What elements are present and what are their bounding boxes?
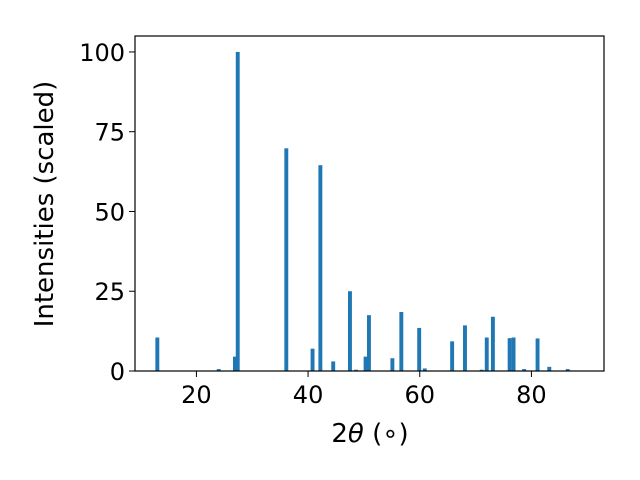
bar (522, 369, 527, 371)
bar (310, 348, 315, 371)
bar (565, 369, 570, 371)
y-tick-label: 75 (94, 119, 125, 147)
bar (535, 338, 540, 371)
bar (399, 311, 404, 371)
bar (348, 291, 352, 371)
bar (216, 369, 221, 371)
bar (354, 369, 359, 371)
bar (547, 366, 552, 371)
x-tick-label: 60 (404, 381, 435, 409)
y-tick-label: 100 (79, 39, 125, 67)
bar (463, 325, 467, 371)
bars-group (155, 51, 570, 371)
bar (490, 316, 495, 371)
bar (422, 368, 427, 371)
bar (390, 358, 395, 371)
bar (417, 327, 422, 371)
x-tick-label: 40 (293, 381, 324, 409)
bar (479, 369, 484, 371)
y-axis-label: Intensities (scaled) (30, 81, 60, 328)
x-tick-label: 20 (181, 381, 212, 409)
x-tick-label: 80 (516, 381, 547, 409)
y-tick-label: 0 (110, 358, 125, 386)
bar (331, 361, 336, 371)
bar (318, 165, 323, 371)
plot-frame (134, 35, 605, 372)
y-tick-label: 25 (94, 278, 125, 306)
y-tick-label: 50 (94, 198, 125, 226)
bar (155, 337, 160, 371)
bar (235, 51, 240, 371)
bar (511, 337, 516, 371)
bar (363, 356, 368, 371)
bar (366, 315, 371, 371)
bar (284, 148, 289, 371)
bar (507, 338, 512, 371)
x-axis-ticks: 20 40 60 80 (181, 371, 547, 409)
bar (232, 356, 237, 371)
x-axis-label: 2θ (∘) (331, 419, 408, 449)
bar (484, 337, 489, 371)
bar (450, 341, 455, 371)
y-axis-ticks: 0 25 50 75 100 (79, 39, 135, 386)
